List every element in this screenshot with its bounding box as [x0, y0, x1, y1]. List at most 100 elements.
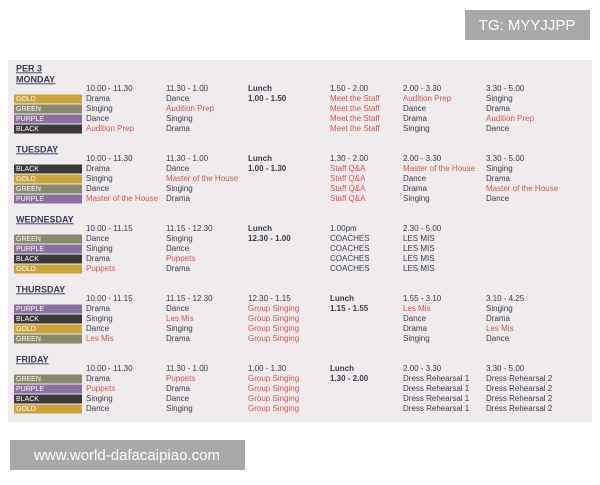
activity: Singing — [166, 234, 193, 243]
lunch-time: 1.00 - 1.30 — [248, 164, 287, 173]
activity: Singing — [403, 334, 430, 343]
activity: Master of the House — [486, 184, 559, 193]
paper-photo — [8, 60, 592, 422]
group-swatch — [14, 244, 82, 254]
time-slot: 11.15 - 12.30 — [166, 224, 213, 233]
activity: Master of the House — [166, 174, 239, 183]
lunch-time: 12.30 - 1.00 — [248, 234, 291, 243]
activity: Staff Q&A — [330, 194, 366, 203]
activity: Singing — [86, 104, 113, 113]
activity: Audition Prep — [486, 114, 535, 123]
group-swatch — [14, 94, 82, 104]
group-label: BLACK — [16, 256, 39, 263]
activity: Group Singing — [248, 374, 299, 383]
group-swatch — [14, 114, 82, 124]
group-label: GREEN — [16, 336, 41, 343]
activity: Audition Prep — [86, 124, 135, 133]
activity: Puppets — [86, 384, 115, 393]
activity: Singing — [486, 304, 513, 313]
schedule-title: PER 3 — [16, 63, 42, 73]
group-swatch — [14, 164, 82, 174]
activity: Dance — [403, 104, 427, 113]
time-slot: 11.30 - 1.00 — [166, 84, 209, 93]
activity: Les Mis — [86, 334, 114, 343]
activity: COACHES — [330, 264, 370, 273]
time-slot: 1.30 - 2.00 — [330, 154, 369, 163]
activity: Dance — [403, 174, 427, 183]
activity: Audition Prep — [166, 104, 215, 113]
activity: Drama — [486, 104, 511, 113]
activity: Dance — [86, 324, 110, 333]
group-label: PURPLE — [16, 196, 44, 203]
day-name: FRIDAY — [16, 354, 49, 364]
activity: Singing — [486, 94, 513, 103]
activity: Master of the House — [86, 194, 159, 203]
group-label: PURPLE — [16, 116, 44, 123]
time-slot: 10.00 - 11.15 — [86, 294, 133, 303]
lunch-header: Lunch — [248, 154, 272, 163]
activity: Drama — [166, 334, 191, 343]
activity: Audition Prep — [403, 94, 452, 103]
activity: Dance — [486, 194, 510, 203]
group-label: GREEN — [16, 376, 41, 383]
activity: Dance — [86, 234, 110, 243]
activity: Drama — [403, 184, 428, 193]
activity: Meet the Staff — [330, 94, 380, 103]
group-swatch — [14, 304, 82, 314]
activity: Drama — [86, 254, 111, 263]
activity: Dress Rehearsal 2 — [486, 384, 553, 393]
group-swatch — [14, 104, 82, 114]
activity: Staff Q&A — [330, 174, 366, 183]
activity: Les Mis — [486, 324, 514, 333]
time-slot: 10.00 - 11.30 — [86, 364, 133, 373]
group-swatch — [14, 314, 82, 324]
lunch-header: Lunch — [248, 224, 272, 233]
group-swatch — [14, 174, 82, 184]
activity: LES MIS — [403, 234, 435, 243]
activity: Drama — [86, 94, 111, 103]
activity: Dress Rehearsal 1 — [403, 394, 470, 403]
activity: COACHES — [330, 244, 370, 253]
activity: Singing — [403, 194, 430, 203]
activity: Group Singing — [248, 384, 299, 393]
lunch-time: 1.30 - 2.00 — [330, 374, 369, 383]
activity: Meet the Staff — [330, 114, 380, 123]
activity: Dance — [403, 314, 427, 323]
time-slot: 1.50 - 2.00 — [330, 84, 369, 93]
time-slot: 2.00 - 3.30 — [403, 84, 442, 93]
group-swatch — [14, 124, 82, 134]
activity: Master of the House — [403, 164, 476, 173]
activity: Les Mis — [166, 314, 194, 323]
activity: Drama — [86, 304, 111, 313]
activity: Drama — [403, 114, 428, 123]
group-label: BLACK — [16, 126, 39, 133]
activity: Group Singing — [248, 314, 299, 323]
activity: Drama — [486, 314, 511, 323]
activity: LES MIS — [403, 254, 435, 263]
activity: Drama — [166, 384, 191, 393]
group-label: GOLD — [16, 176, 36, 183]
activity: Singing — [486, 164, 513, 173]
activity: Staff Q&A — [330, 164, 366, 173]
time-slot: 11.15 - 12.30 — [166, 294, 213, 303]
activity: Puppets — [86, 264, 115, 273]
activity: Meet the Staff — [330, 104, 380, 113]
group-swatch — [14, 264, 82, 274]
group-swatch — [14, 384, 82, 394]
activity: Dance — [166, 244, 190, 253]
activity: Drama — [486, 174, 511, 183]
group-label: BLACK — [16, 316, 39, 323]
group-swatch — [14, 404, 82, 414]
activity: Group Singing — [248, 404, 299, 413]
activity: Dress Rehearsal 2 — [486, 404, 553, 413]
activity: Dance — [166, 394, 190, 403]
time-slot: 2.00 - 3.30 — [403, 364, 442, 373]
group-swatch — [14, 374, 82, 384]
activity: Dress Rehearsal 1 — [403, 404, 470, 413]
activity: Dance — [166, 304, 190, 313]
group-label: GREEN — [16, 106, 41, 113]
activity: Dance — [86, 404, 110, 413]
time-slot: 3.30 - 5.00 — [486, 84, 525, 93]
activity: COACHES — [330, 234, 370, 243]
